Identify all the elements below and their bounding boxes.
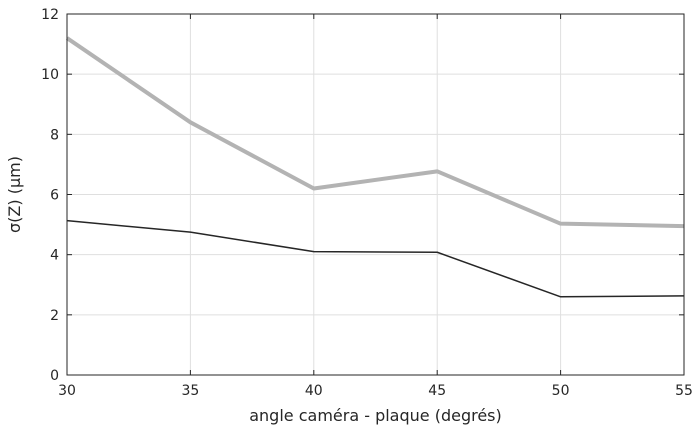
y-axis-label: σ(Z) (μm) bbox=[5, 156, 24, 233]
series-line-1 bbox=[65, 36, 685, 229]
y-tick-label: 4 bbox=[50, 248, 59, 264]
y-tick-label: 0 bbox=[50, 368, 59, 384]
grid bbox=[66, 13, 685, 376]
x-tick-label: 35 bbox=[181, 383, 199, 399]
y-tick-label: 12 bbox=[41, 7, 59, 23]
x-tick-label: 50 bbox=[552, 383, 570, 399]
x-tick-label: 45 bbox=[428, 383, 446, 399]
x-tick-label: 30 bbox=[58, 383, 76, 399]
x-tick-label: 55 bbox=[675, 383, 693, 399]
x-axis-label: angle caméra - plaque (degrés) bbox=[249, 406, 502, 425]
series-layer bbox=[65, 36, 685, 298]
y-tick-label: 8 bbox=[50, 127, 59, 143]
ticks: 30 35 40 45 50 55 0 2 4 6 8 10 12 bbox=[41, 7, 693, 399]
series-line-2 bbox=[66, 219, 685, 298]
y-tick-label: 2 bbox=[50, 308, 59, 324]
x-tick-label: 40 bbox=[305, 383, 323, 399]
y-tick-label: 10 bbox=[41, 67, 59, 83]
y-tick-label: 6 bbox=[50, 188, 59, 204]
